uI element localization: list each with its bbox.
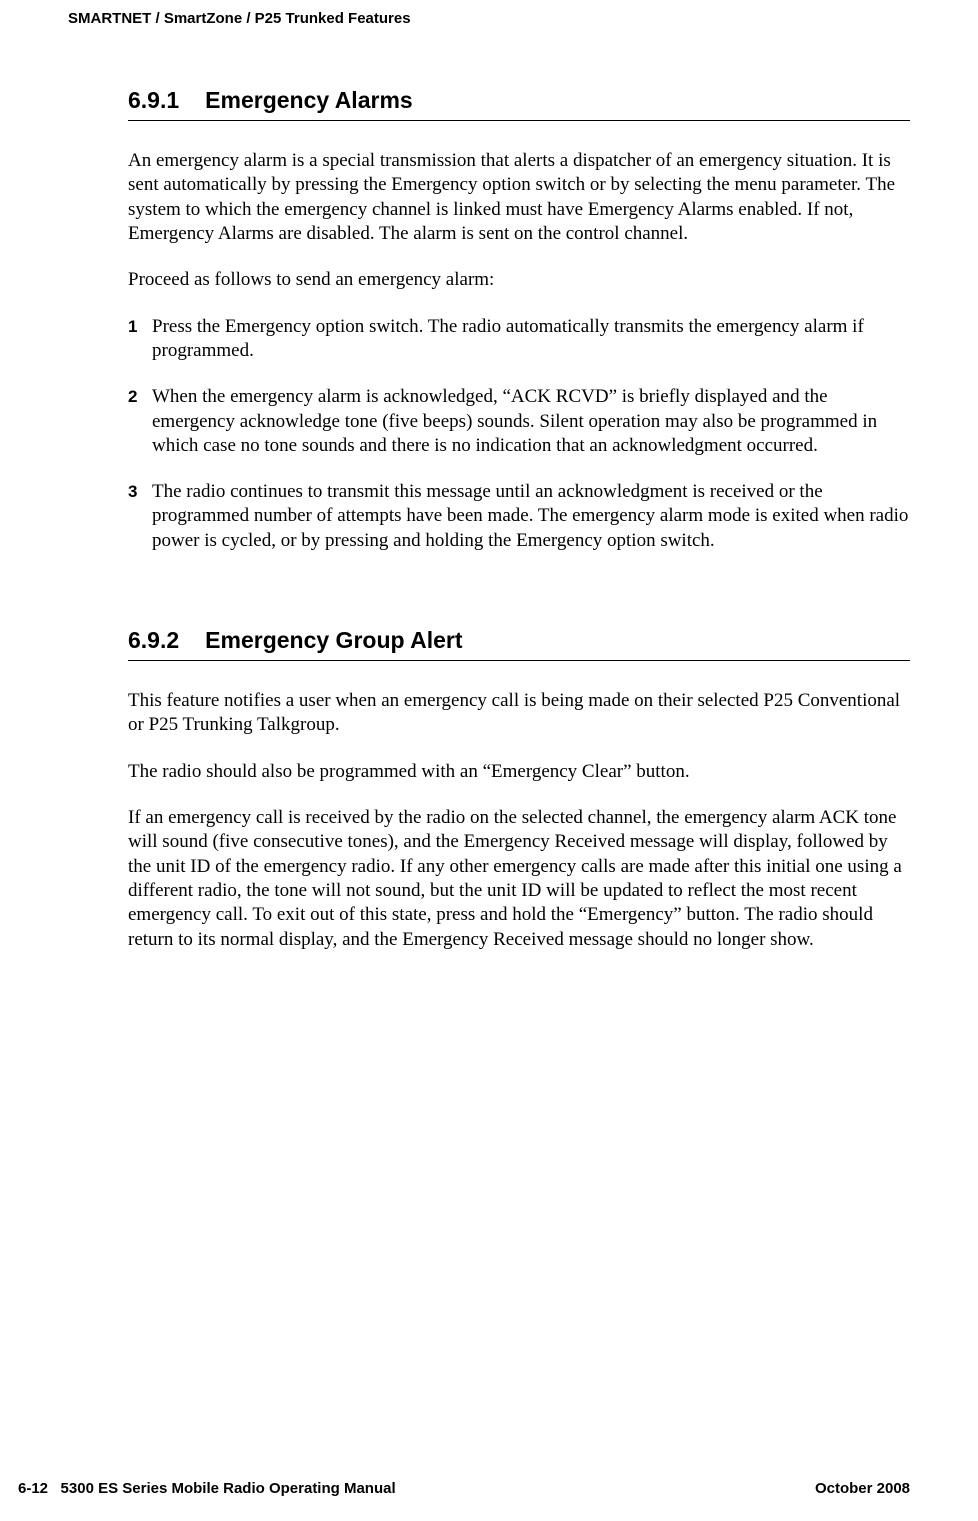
footer-page-number: 6-12 <box>18 1480 48 1497</box>
body-paragraph: This feature notifies a user when an eme… <box>128 689 910 738</box>
section-heading-emergency-alarms: 6.9.1 Emergency Alarms <box>128 87 910 121</box>
page-footer: 6-12 5300 ES Series Mobile Radio Operati… <box>18 1480 910 1497</box>
list-number: 1 <box>128 315 152 364</box>
section-heading-emergency-group-alert: 6.9.2 Emergency Group Alert <box>128 627 910 661</box>
page-container: SMARTNET / SmartZone / P25 Trunked Featu… <box>0 0 978 1521</box>
footer-manual-title: 5300 ES Series Mobile Radio Operating Ma… <box>61 1480 396 1497</box>
body-paragraph: If an emergency call is received by the … <box>128 806 910 952</box>
section-gap <box>128 575 910 627</box>
ordered-list-item: 2 When the emergency alarm is acknowledg… <box>128 385 910 458</box>
footer-left: 6-12 5300 ES Series Mobile Radio Operati… <box>18 1480 396 1497</box>
running-header: SMARTNET / SmartZone / P25 Trunked Featu… <box>68 10 910 27</box>
body-paragraph: The radio should also be programmed with… <box>128 760 910 784</box>
footer-right: October 2008 <box>815 1480 910 1497</box>
section-title: Emergency Group Alert <box>205 627 462 653</box>
list-text: The radio continues to transmit this mes… <box>152 480 910 553</box>
section-number: 6.9.1 <box>128 87 179 114</box>
list-number: 3 <box>128 480 152 553</box>
section-number: 6.9.2 <box>128 627 179 654</box>
section-title: Emergency Alarms <box>205 87 413 113</box>
list-text: Press the Emergency option switch. The r… <box>152 315 910 364</box>
body-paragraph: Proceed as follows to send an emergency … <box>128 268 910 292</box>
ordered-list-item: 1 Press the Emergency option switch. The… <box>128 315 910 364</box>
list-text: When the emergency alarm is acknowledged… <box>152 385 910 458</box>
list-number: 2 <box>128 385 152 458</box>
ordered-list-item: 3 The radio continues to transmit this m… <box>128 480 910 553</box>
content-area: 6.9.1 Emergency Alarms An emergency alarm… <box>128 87 910 952</box>
body-paragraph: An emergency alarm is a special transmis… <box>128 149 910 246</box>
